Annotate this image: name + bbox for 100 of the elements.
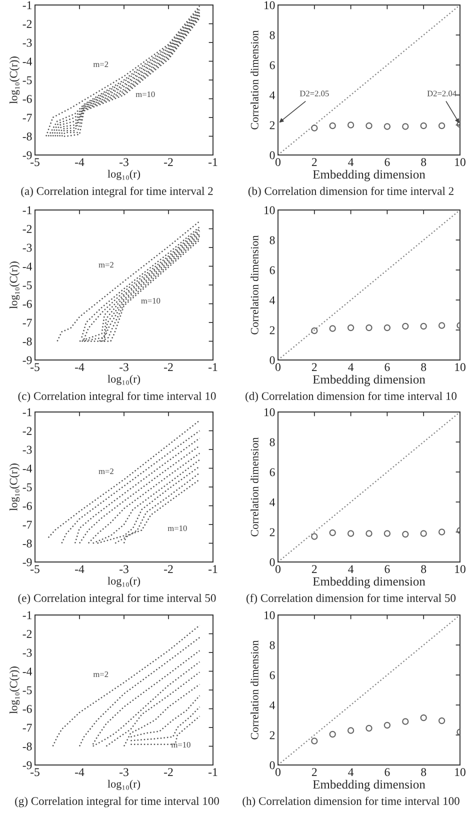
x-tick-label: -4 (75, 363, 84, 371)
x-tick-label: -1 (208, 768, 218, 776)
y-tick-label: -2 (22, 630, 32, 638)
x-tick-label: -2 (164, 158, 173, 166)
y-tick-label: -3 (22, 38, 32, 47)
y-tick-label: 10 (264, 611, 275, 620)
text: (c) Correlation integral for time interval 10 (18, 392, 216, 402)
x-tick-label: -3 (120, 565, 128, 574)
x-tick-label: -5 (30, 363, 40, 372)
y-tick-label: 2 (270, 731, 275, 740)
x-tick-label: 4 (348, 768, 354, 776)
x-tick-label: 6 (384, 158, 390, 166)
y-tick-label: 0 (270, 558, 275, 566)
x-tick-label: 2 (312, 363, 317, 371)
text: (e) Correlation integral for time interval 50 (18, 594, 216, 604)
y-tick-label: -7 (22, 520, 32, 529)
x-tick-label: -1 (208, 158, 218, 166)
y-tick-label: 2 (270, 528, 275, 536)
y-tick-label: -4 (22, 58, 32, 66)
annotation: m=2 (93, 61, 108, 68)
annotation: m=2 (93, 671, 108, 678)
y-tick-label: 0 (270, 151, 275, 160)
x-axis-title: Embedding dimension (312, 780, 426, 792)
y-tick-label: 0 (270, 356, 275, 364)
x-tick-label: 4 (348, 565, 354, 573)
y-tick-label: 6 (270, 468, 275, 476)
x-tick-label: 8 (421, 565, 426, 574)
y-tick-label: -3 (22, 446, 32, 454)
x-axis-title: log₁₀(r) (108, 170, 140, 180)
y-tick-label: 4 (270, 498, 276, 506)
x-tick-label: 2 (312, 768, 317, 776)
x-tick-label: -4 (75, 565, 84, 573)
x-tick-label: -4 (75, 768, 84, 776)
y-tick-label: -6 (22, 502, 32, 510)
y-tick-label: -2 (22, 427, 32, 435)
y-tick-label: -5 (22, 686, 32, 694)
annotation: m=10 (136, 91, 155, 98)
y-tick-label: -5 (22, 281, 32, 290)
x-axis-title: Embedding dimension (312, 576, 426, 588)
y-tick-label: 2 (270, 326, 275, 334)
y-tick-label: -6 (22, 95, 32, 103)
x-tick-label: -2 (164, 768, 173, 776)
y-tick-label: -4 (22, 668, 32, 676)
x-axis-title: log₁₀(r) (108, 576, 140, 587)
y-axis-title: log₁₀(C(r)) (10, 262, 20, 309)
x-axis-title: Embedding dimension (312, 374, 426, 386)
y-tick-label: -8 (22, 337, 32, 346)
x-tick-label: 10 (455, 363, 466, 372)
y-tick-label: -1 (22, 1, 32, 10)
y-tick-label: -8 (22, 132, 32, 140)
x-tick-label: -3 (120, 363, 128, 372)
x-tick-label: 6 (384, 565, 390, 574)
y-tick-label: -1 (22, 206, 32, 214)
text: (d) Correlation dimension for time interval 10 (246, 392, 457, 402)
x-tick-label: -1 (208, 363, 218, 371)
text: (b) Correlation dimension for time interval 2 (248, 186, 454, 198)
y-axis-title: Correlation dimension (250, 640, 258, 740)
x-tick-label: 8 (421, 363, 426, 372)
x-tick-label: 10 (455, 565, 466, 574)
x-tick-label: 2 (312, 158, 317, 166)
x-tick-label: -2 (164, 363, 173, 371)
y-tick-label: -1 (22, 408, 32, 416)
x-tick-label: 4 (348, 158, 354, 166)
x-axis-title: log₁₀(r) (108, 374, 140, 385)
y-tick-label: 4 (270, 91, 276, 100)
annotation: D2=2.04 (427, 90, 456, 96)
text: (f) Correlation dimension for time interval 50 (246, 594, 456, 604)
y-tick-label: -7 (22, 318, 32, 327)
y-tick-label: -9 (22, 558, 32, 566)
annotation: m=10 (141, 298, 160, 304)
annotation: m=10 (168, 525, 187, 532)
y-tick-label: -5 (22, 483, 32, 492)
x-axis-title: Embedding dimension (312, 170, 426, 182)
y-tick-label: -8 (22, 539, 32, 548)
y-tick-label: -4 (22, 262, 32, 270)
x-tick-label: 8 (421, 158, 426, 166)
y-tick-label: 2 (270, 121, 275, 130)
y-tick-label: -1 (22, 611, 32, 620)
x-tick-label: 2 (312, 565, 317, 573)
y-axis-title: log₁₀(C(r)) (10, 56, 20, 104)
y-tick-label: 10 (264, 408, 275, 416)
x-tick-label: -3 (120, 768, 128, 776)
y-axis-title: log₁₀(C(r)) (10, 464, 20, 511)
x-tick-label: -2 (164, 565, 173, 573)
y-tick-label: -3 (22, 648, 32, 657)
y-tick-label: 4 (270, 701, 276, 710)
x-tick-label: -1 (208, 565, 218, 573)
y-tick-label: -5 (22, 76, 32, 84)
x-tick-label: 10 (455, 768, 466, 776)
y-tick-label: -8 (22, 742, 32, 750)
y-tick-label: -9 (22, 356, 32, 364)
x-tick-label: 8 (421, 768, 426, 776)
x-axis-title: log₁₀(r) (108, 780, 140, 790)
y-tick-label: -6 (22, 705, 32, 713)
y-tick-label: -9 (22, 151, 32, 160)
x-tick-label: -4 (75, 158, 84, 166)
y-axis-title: Correlation dimension (250, 30, 258, 130)
y-tick-label: -3 (22, 244, 32, 252)
y-tick-label: 6 (270, 266, 275, 274)
x-tick-label: -5 (30, 158, 40, 166)
